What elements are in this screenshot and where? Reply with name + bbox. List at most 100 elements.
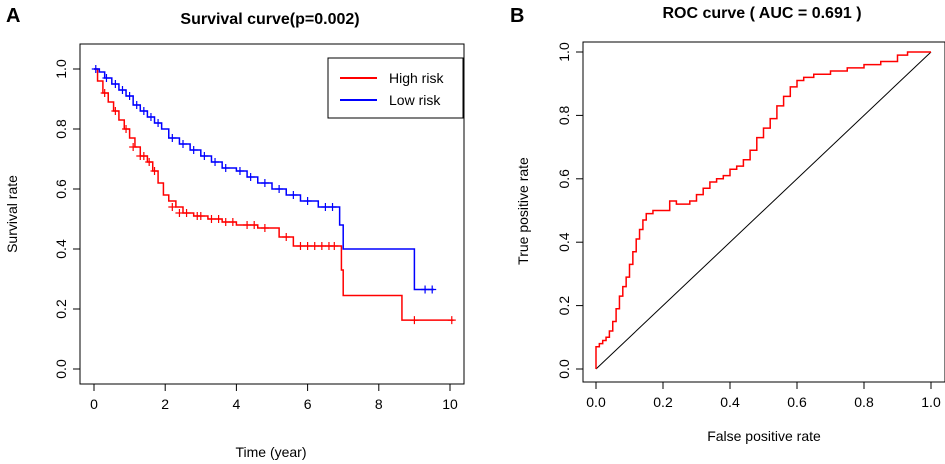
roc-chart-title: ROC curve ( AUC = 0.691 ) (662, 5, 861, 22)
roc-curve-line (595, 51, 931, 369)
survival-y-tick-label: 0.6 (53, 179, 69, 199)
censor-mark-high-risk (129, 143, 138, 151)
censor-mark-high-risk (310, 242, 319, 250)
roc-x-axis-label: False positive rate (707, 428, 821, 444)
censor-mark-low-risk (289, 191, 298, 199)
censor-mark-high-risk (196, 212, 205, 220)
panel-letter-a: A (6, 5, 20, 27)
censor-mark-high-risk (139, 152, 148, 160)
censor-mark-high-risk (207, 215, 216, 223)
censor-mark-low-risk (102, 74, 111, 82)
censor-mark-low-risk (428, 285, 437, 294)
survival-chart-title: Survival curve(p=0.002) (180, 11, 359, 28)
roc-series (595, 51, 931, 369)
roc-diagonal (595, 51, 932, 370)
censor-mark-high-risk (296, 242, 305, 250)
survival-x-tick-label: 2 (161, 396, 169, 412)
censor-mark-high-risk (221, 218, 230, 226)
legend-box (327, 57, 464, 119)
censor-mark-low-risk (321, 203, 330, 211)
censor-mark-low-risk (189, 146, 198, 154)
censor-mark-low-risk (91, 65, 100, 73)
km-line-low-risk (94, 68, 434, 291)
survival-y-axis-label: Survival rate (4, 175, 20, 253)
censor-mark-low-risk (275, 185, 284, 193)
survival-x-tick-label: 0 (90, 396, 98, 412)
censor-mark-low-risk (132, 101, 141, 109)
censor-mark-low-risk (146, 113, 155, 121)
survival-y-tick-label: 0.8 (53, 119, 69, 139)
roc-y-tick-label: 0.2 (556, 296, 572, 316)
censor-mark-low-risk (168, 134, 177, 142)
censor-mark-high-risk (260, 224, 269, 232)
censor-mark-low-risk (328, 203, 337, 211)
survival-y-tick-label: 1.0 (53, 59, 69, 79)
panel-letter-b: B (510, 5, 524, 27)
survival-x-axis: 0 2 4 6 8 10 (90, 383, 458, 412)
survival-y-tick-label: 0.0 (53, 359, 69, 379)
survival-x-tick-label: 10 (442, 396, 458, 412)
roc-y-axis: 0.0 0.2 0.4 0.6 0.8 1.0 (556, 42, 584, 379)
censor-mark-low-risk (118, 86, 127, 94)
censor-mark-high-risk (282, 233, 291, 241)
roc-x-tick-label: 0.8 (854, 394, 874, 410)
survival-x-tick-label: 6 (304, 396, 312, 412)
censor-mark-high-risk (168, 203, 177, 211)
censor-mark-high-risk (175, 209, 184, 217)
censor-mark-low-risk (154, 119, 163, 127)
legend-high-risk-label: High risk (389, 70, 444, 86)
censor-mark-high-risk (243, 221, 252, 229)
roc-y-tick-label: 0.0 (556, 359, 572, 379)
survival-series (91, 65, 456, 325)
censor-mark-high-risk (303, 242, 312, 250)
censor-mark-low-risk (303, 197, 312, 205)
roc-x-axis: 0.0 0.2 0.4 0.6 0.8 1.0 (586, 381, 941, 410)
roc-plot-frame (582, 41, 945, 383)
censor-mark-high-risk (100, 89, 109, 97)
censor-mark-high-risk (122, 125, 131, 133)
roc-y-tick-label: 0.8 (556, 105, 572, 125)
survival-y-tick-label: 0.2 (53, 299, 69, 319)
censor-mark-low-risk (211, 158, 220, 166)
roc-panel: B ROC curve ( AUC = 0.691 ) 0.0 0.2 0.4 0.6… (510, 5, 945, 444)
censor-mark-high-risk (250, 221, 259, 229)
censor-mark-low-risk (125, 92, 134, 100)
censor-mark-high-risk (447, 316, 456, 325)
survival-x-tick-label: 4 (233, 396, 241, 412)
censor-mark-high-risk (182, 209, 191, 217)
roc-x-tick-label: 1.0 (921, 394, 941, 410)
censor-mark-low-risk (235, 167, 244, 175)
censor-mark-high-risk (214, 215, 223, 223)
censor-mark-low-risk (111, 80, 120, 88)
censor-mark-low-risk (421, 285, 430, 294)
roc-diagonal-line (595, 51, 932, 370)
survival-x-axis-label: Time (year) (235, 444, 306, 460)
survival-y-tick-label: 0.4 (53, 239, 69, 259)
censor-mark-high-risk (145, 158, 154, 166)
survival-legend: High risk Low risk (327, 57, 464, 119)
censor-mark-low-risk (246, 173, 255, 181)
survival-y-axis: 0.0 0.2 0.4 0.6 0.8 1.0 (53, 59, 81, 379)
censor-mark-high-risk (228, 218, 237, 226)
censor-mark-high-risk (330, 242, 339, 250)
roc-y-tick-label: 0.4 (556, 232, 572, 252)
censor-mark-high-risk (150, 167, 159, 175)
censor-mark-low-risk (200, 152, 209, 160)
legend-low-risk-label: Low risk (389, 92, 441, 108)
censor-mark-high-risk (317, 242, 326, 250)
roc-y-tick-label: 1.0 (556, 42, 572, 62)
roc-y-axis-label: True positive rate (515, 157, 531, 265)
survival-panel: A Survival curve(p=0.002) 0 2 4 6 8 10 0.0 0.2… (4, 5, 465, 460)
roc-y-tick-label: 0.6 (556, 169, 572, 189)
censor-mark-low-risk (260, 179, 269, 187)
km-line-high-risk (94, 68, 454, 321)
roc-x-tick-label: 0.6 (787, 394, 807, 410)
censor-mark-low-risk (221, 164, 230, 172)
censor-mark-low-risk (139, 107, 148, 115)
roc-x-tick-label: 0.0 (586, 394, 606, 410)
censor-mark-high-risk (410, 316, 419, 325)
roc-x-tick-label: 0.4 (720, 394, 740, 410)
roc-x-tick-label: 0.2 (653, 394, 673, 410)
censor-mark-high-risk (111, 107, 120, 115)
